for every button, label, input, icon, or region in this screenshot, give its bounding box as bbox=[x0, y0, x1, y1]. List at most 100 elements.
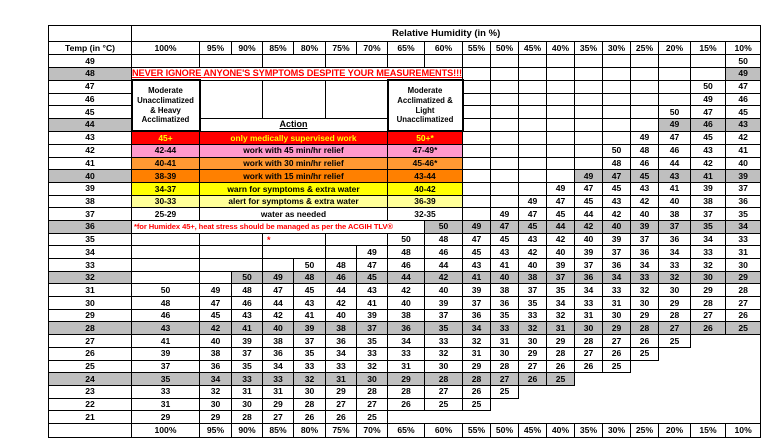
humidex-value-cell: 45 bbox=[356, 270, 388, 285]
open-area bbox=[490, 398, 761, 411]
humidex-value-cell: 25 bbox=[630, 346, 659, 361]
humidex-value-cell: 48 bbox=[293, 270, 326, 285]
humidex-value-cell: 40 bbox=[490, 270, 519, 285]
blank-cell bbox=[630, 92, 659, 107]
blank-cell bbox=[630, 66, 659, 81]
humidex-value-cell: 30 bbox=[690, 270, 726, 285]
humidex-value-cell: 27 bbox=[724, 296, 762, 310]
blank-cell bbox=[462, 194, 491, 209]
humidex-value-cell: 30 bbox=[356, 372, 388, 386]
humidex-value-cell: 42 bbox=[199, 321, 232, 336]
action-range-right-cell: 43-44 bbox=[387, 169, 463, 183]
blank-cell bbox=[518, 92, 547, 107]
blank-cell bbox=[546, 66, 575, 81]
action-range-left-cell: 45+ bbox=[131, 130, 200, 145]
action-text-cell: work with 45 min/hr relief bbox=[199, 143, 388, 158]
action-range-left-cell: 42-44 bbox=[131, 143, 200, 158]
humidex-value-cell: 27 bbox=[325, 397, 357, 412]
humidex-value-cell: 26 bbox=[690, 321, 726, 336]
humidex-value-cell: 32 bbox=[199, 384, 232, 399]
column-header: 10% bbox=[724, 41, 762, 55]
humidex-value-cell: 33 bbox=[630, 270, 659, 285]
humidex-value-cell: 25 bbox=[546, 372, 575, 386]
humidex-value-cell: 41 bbox=[131, 334, 200, 348]
footer-label-cell: 35% bbox=[574, 422, 603, 438]
blank-cell bbox=[574, 92, 603, 107]
column-header: 90% bbox=[231, 41, 263, 55]
blank-cell bbox=[490, 92, 519, 107]
humidex-value-cell: 39 bbox=[231, 334, 263, 348]
humidex-value-cell: 29 bbox=[462, 359, 491, 374]
humidex-value-cell: 42 bbox=[262, 308, 294, 323]
humidex-value-cell: 41 bbox=[490, 258, 519, 272]
temp-cell: 29 bbox=[48, 308, 132, 323]
humidex-value-cell: 40 bbox=[424, 283, 463, 298]
humidex-value-cell: 38 bbox=[490, 283, 519, 298]
action-header-cell: Action bbox=[199, 117, 388, 132]
action-range-left-cell: 25-29 bbox=[131, 207, 200, 221]
column-header: 75% bbox=[325, 41, 357, 55]
footer-label-cell: 60% bbox=[424, 422, 463, 438]
temp-cell: 42 bbox=[48, 143, 132, 158]
humidex-value-cell: 50 bbox=[658, 105, 691, 119]
humidex-value-cell: 30 bbox=[574, 321, 603, 336]
humidex-value-cell: 32 bbox=[293, 372, 326, 386]
blank-cell bbox=[574, 66, 603, 81]
humidex-value-cell: 37 bbox=[546, 270, 575, 285]
action-text-cell: work with 30 min/hr relief bbox=[199, 156, 388, 171]
humidex-value-cell: 34 bbox=[462, 321, 491, 336]
humidex-value-cell: 31 bbox=[462, 346, 491, 361]
humidex-value-cell: 29 bbox=[602, 321, 631, 336]
humidex-value-cell: 37 bbox=[462, 296, 491, 310]
humidex-value-cell: 34 bbox=[325, 346, 357, 361]
humidex-value-cell: 50 bbox=[387, 232, 425, 247]
blank-cell bbox=[574, 130, 603, 145]
blank-cell bbox=[602, 130, 631, 145]
blank-cell bbox=[546, 79, 575, 94]
humidex-value-cell: 37 bbox=[724, 181, 762, 196]
humidex-value-cell: 27 bbox=[690, 308, 726, 323]
humidex-value-cell: 28 bbox=[293, 397, 326, 412]
humidex-value-cell: 40 bbox=[325, 308, 357, 323]
blank-cell bbox=[462, 66, 491, 81]
blank-cell bbox=[518, 79, 547, 94]
humidex-value-cell: 44 bbox=[424, 258, 463, 272]
humidex-value-cell: 49 bbox=[630, 130, 659, 145]
temp-cell: 22 bbox=[48, 397, 132, 412]
humidex-value-cell: 41 bbox=[293, 308, 326, 323]
humidex-value-cell: 47 bbox=[690, 105, 726, 119]
blank-cell bbox=[131, 270, 200, 285]
humidex-value-cell: 49 bbox=[724, 66, 762, 81]
humidex-value-cell: 35 bbox=[231, 359, 263, 374]
humidex-value-cell: 32 bbox=[424, 346, 463, 361]
blank-cell bbox=[462, 79, 491, 94]
humidex-value-cell: 32 bbox=[658, 270, 691, 285]
humidex-value-cell: 36 bbox=[325, 334, 357, 348]
blank-cell bbox=[325, 232, 388, 247]
blank-cell bbox=[490, 66, 519, 81]
humidex-value-cell: 42 bbox=[424, 270, 463, 285]
blank-cell bbox=[546, 117, 575, 132]
humidex-value-cell: 34 bbox=[387, 334, 425, 348]
humidex-value-cell: 37 bbox=[424, 308, 463, 323]
humidex-value-cell: 42 bbox=[574, 219, 603, 234]
humidex-value-cell: 45 bbox=[293, 283, 326, 298]
humidex-value-cell: 28 bbox=[658, 308, 691, 323]
blank-cell bbox=[546, 143, 575, 158]
humidex-value-cell: 30 bbox=[724, 258, 762, 272]
humidex-value-cell: 37 bbox=[690, 207, 726, 221]
humidex-value-cell: 31 bbox=[602, 296, 631, 310]
humidex-value-cell: 49 bbox=[690, 92, 726, 107]
humidex-value-cell: 25 bbox=[490, 384, 519, 399]
humidex-value-cell: 43 bbox=[724, 117, 762, 132]
humidex-table: Relative Humidity (in %) Temp (in °C) 100%… bbox=[48, 25, 762, 438]
humidex-value-cell: 50 bbox=[231, 270, 263, 285]
humidex-value-cell: 33 bbox=[293, 359, 326, 374]
column-header: 60% bbox=[424, 41, 463, 55]
blank-cell bbox=[602, 92, 631, 107]
humidex-value-cell: 31 bbox=[574, 308, 603, 323]
humidex-value-cell: 42 bbox=[690, 156, 726, 171]
humidex-value-cell: 43 bbox=[630, 181, 659, 196]
humidex-value-cell: 37 bbox=[293, 334, 326, 348]
action-range-right-cell: 47-49* bbox=[387, 143, 463, 158]
